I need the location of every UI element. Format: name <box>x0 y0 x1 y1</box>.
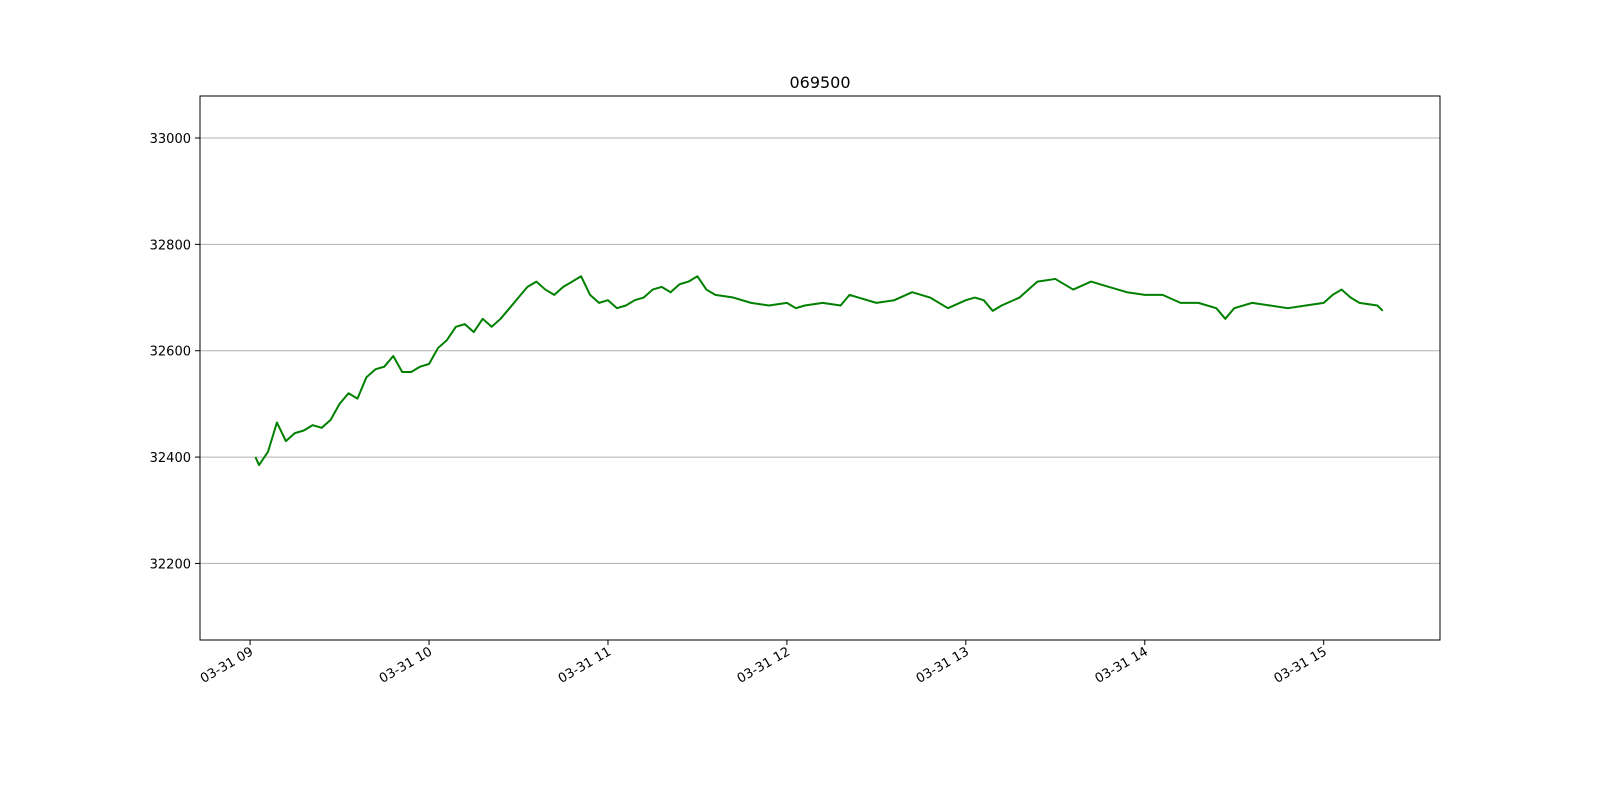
x-tick-label: 03-31 11 <box>556 644 614 686</box>
y-tick-label: 32600 <box>150 345 191 360</box>
x-tick-label: 03-31 13 <box>914 644 972 686</box>
plot-frame <box>199 95 1441 641</box>
x-tick-label: 03-31 15 <box>1272 644 1330 686</box>
y-tick-label: 32400 <box>150 451 191 466</box>
y-tick-label: 32800 <box>150 238 191 253</box>
x-tick-label: 03-31 12 <box>735 644 793 686</box>
chart-title: 069500 <box>789 73 850 92</box>
x-tick-label: 03-31 10 <box>377 644 435 686</box>
y-tick-label: 32200 <box>150 557 191 572</box>
x-tick-label: 03-31 09 <box>198 644 256 686</box>
x-tick-label: 03-31 14 <box>1093 644 1151 686</box>
price-line <box>254 275 1384 467</box>
y-tick-label: 33000 <box>150 132 191 147</box>
